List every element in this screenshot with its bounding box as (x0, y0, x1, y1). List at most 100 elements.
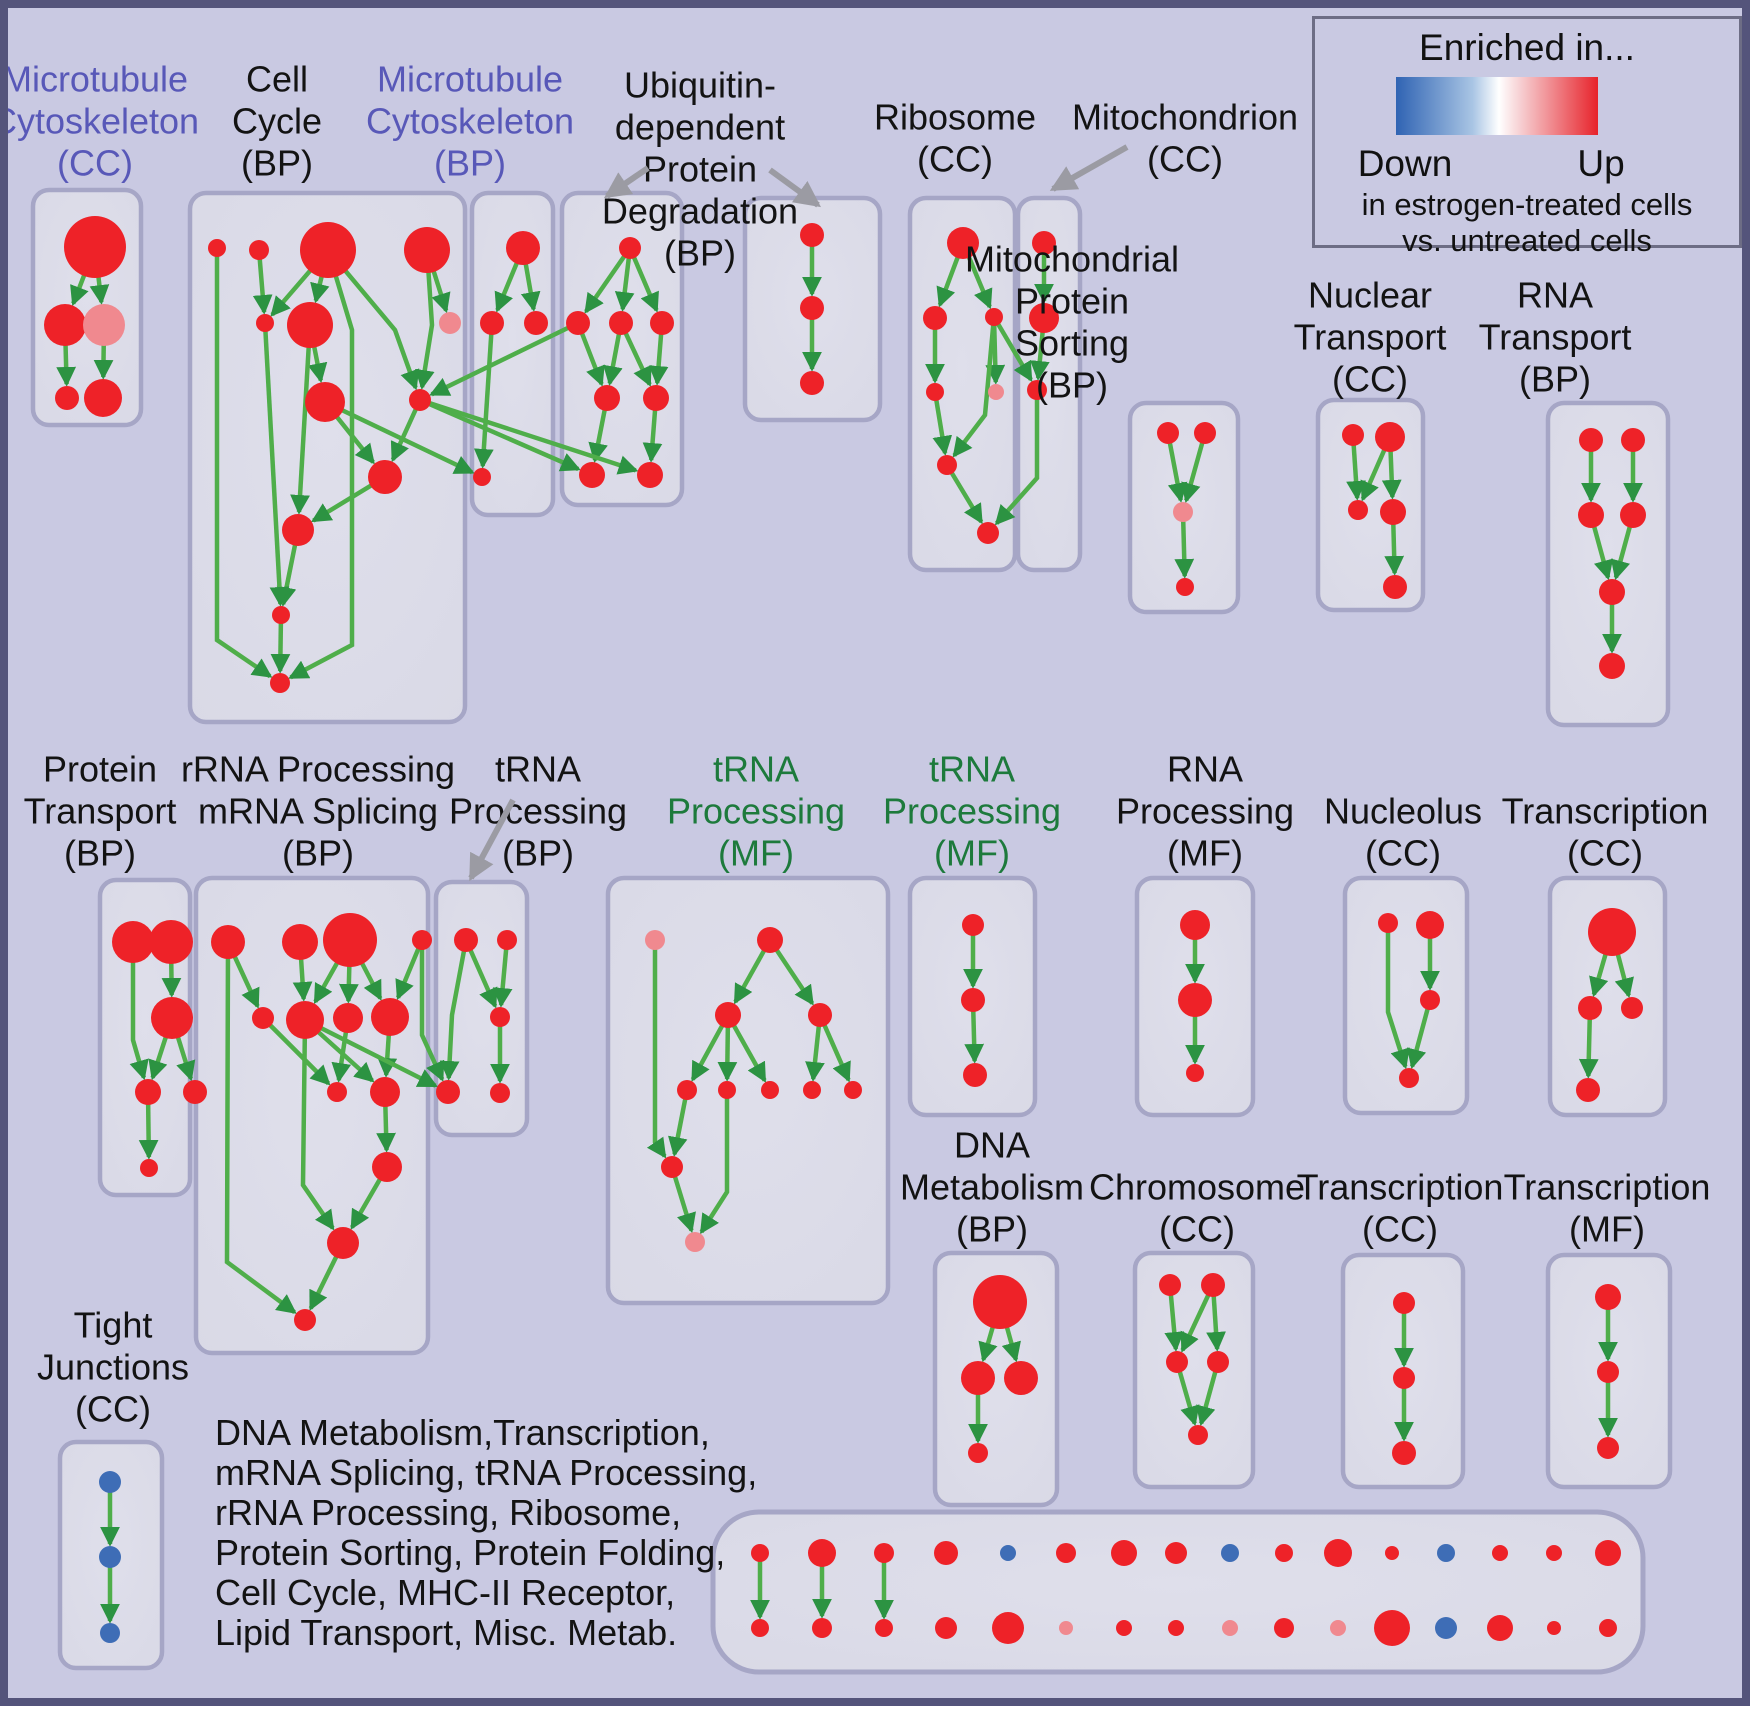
edge (439, 939, 469, 1081)
cluster-label-cell-cycle: (BP) (241, 143, 313, 184)
go-term-node (992, 1612, 1024, 1644)
go-term-node (1621, 428, 1645, 452)
cluster-label-transcription-mf: (MF) (1569, 1209, 1645, 1250)
go-term-node (1059, 1621, 1073, 1635)
go-term-node (272, 606, 290, 624)
edge (627, 247, 659, 313)
cluster-label-protein-transport: Protein (43, 749, 157, 790)
go-term-node (327, 1227, 359, 1259)
edge (290, 324, 313, 515)
cluster-label-tight-junctions: Tight (74, 1305, 153, 1346)
go-term-node (803, 1081, 821, 1099)
go-term-node (404, 227, 450, 273)
go-term-node (988, 384, 1004, 400)
edge (288, 249, 355, 680)
go-term-node (1385, 1546, 1399, 1560)
cluster-label-ubiquitin-1: Degradation (602, 191, 798, 232)
edge (492, 939, 513, 1008)
annotation-arrow (603, 165, 650, 199)
go-term-node (812, 1618, 832, 1638)
go-term-node (497, 930, 517, 950)
go-term-node (1274, 1618, 1294, 1638)
misc-text-line: mRNA Splicing, tRNA Processing, (215, 1452, 758, 1493)
cluster-label-rrna-processing: rRNA Processing (181, 749, 455, 790)
misc-text-line: DNA Metabolism,Transcription, (215, 1412, 710, 1453)
go-term-node (370, 1077, 400, 1107)
edge (419, 397, 581, 472)
go-term-node (1157, 422, 1179, 444)
edge (1406, 999, 1433, 1070)
cluster-label-chromosome: (CC) (1159, 1209, 1235, 1250)
go-term-node (961, 1361, 995, 1395)
cluster-label-microtubule-bp: Microtubule (377, 59, 563, 100)
edge (1180, 1284, 1216, 1353)
edge (419, 397, 639, 475)
go-term-node (1599, 579, 1625, 605)
go-term-node (874, 1543, 894, 1563)
go-term-node (412, 930, 432, 950)
cluster-label-microtubule-cc: Microtubule (2, 59, 188, 100)
cluster-box-mitochondrion (1015, 195, 1083, 573)
cluster-box-bottom-strip (710, 1509, 1646, 1675)
go-term-node (1621, 997, 1643, 1019)
go-term-node (1165, 1542, 1187, 1564)
go-term-node (661, 1156, 683, 1178)
go-term-node (808, 1003, 832, 1027)
go-term-node (1180, 910, 1210, 940)
go-term-node (718, 1081, 736, 1099)
cluster-label-ribosome: (CC) (917, 139, 993, 180)
go-term-node (962, 914, 984, 936)
cluster-label-trna-mf-1: tRNA (713, 749, 799, 790)
edge (1181, 432, 1208, 504)
misc-categories-text: DNA Metabolism,Transcription, mRNA Splici… (215, 1413, 757, 1653)
cluster-label-tight-junctions: (CC) (75, 1389, 151, 1430)
go-term-node (1173, 502, 1193, 522)
go-term-node (961, 988, 985, 1012)
cluster-label-protein-transport: (BP) (64, 833, 136, 874)
go-term-node (83, 304, 125, 346)
go-term-node (751, 1619, 769, 1637)
go-term-node (1383, 575, 1407, 599)
go-term-node (619, 237, 641, 259)
go-term-node (934, 1541, 958, 1565)
legend-gradient-bar (1396, 77, 1598, 135)
go-term-node (1374, 1610, 1410, 1646)
go-term-node (1186, 1064, 1204, 1082)
go-term-node (1399, 1068, 1419, 1088)
go-term-node (1416, 911, 1444, 939)
cluster-label-rna-transport: (BP) (1519, 359, 1591, 400)
cluster-label-tight-junctions: Junctions (37, 1347, 189, 1388)
go-term-node (1437, 1544, 1455, 1562)
go-term-node (305, 382, 345, 422)
cluster-label-rna-transport: RNA (1517, 275, 1593, 316)
go-term-node (1111, 1540, 1137, 1566)
cluster-label-microtubule-bp: Cytoskeleton (366, 101, 574, 142)
go-term-node (490, 1007, 510, 1027)
edge (669, 1166, 696, 1234)
go-term-node (282, 924, 318, 960)
cluster-label-ubiquitin-1: dependent (615, 107, 785, 148)
cluster-label-microtubule-cc: Cytoskeleton (0, 101, 199, 142)
go-term-node (1348, 500, 1368, 520)
go-term-node (1378, 913, 1398, 933)
cluster-label-transcription-cc-2: Transcription (1297, 1167, 1504, 1208)
edge (252, 249, 273, 315)
go-term-node (1032, 231, 1056, 255)
cluster-label-dna-metabolism: Metabolism (900, 1167, 1084, 1208)
cluster-label-rna-processing-mf: RNA (1167, 749, 1243, 790)
go-term-node (211, 925, 245, 959)
go-term-node (594, 385, 620, 411)
go-term-node (757, 927, 783, 953)
go-term-node (1168, 1620, 1184, 1636)
go-term-node (1393, 1367, 1415, 1389)
go-term-node (935, 1617, 957, 1639)
go-term-node (963, 1063, 987, 1087)
go-term-node (454, 928, 478, 952)
go-term-node (140, 1159, 158, 1177)
annotation-arrow (468, 798, 516, 882)
go-term-node (685, 1232, 705, 1252)
cluster-label-trna-mf-2: Processing (883, 791, 1061, 832)
go-term-node (926, 383, 944, 401)
go-term-node (64, 216, 126, 278)
edge (952, 316, 997, 458)
